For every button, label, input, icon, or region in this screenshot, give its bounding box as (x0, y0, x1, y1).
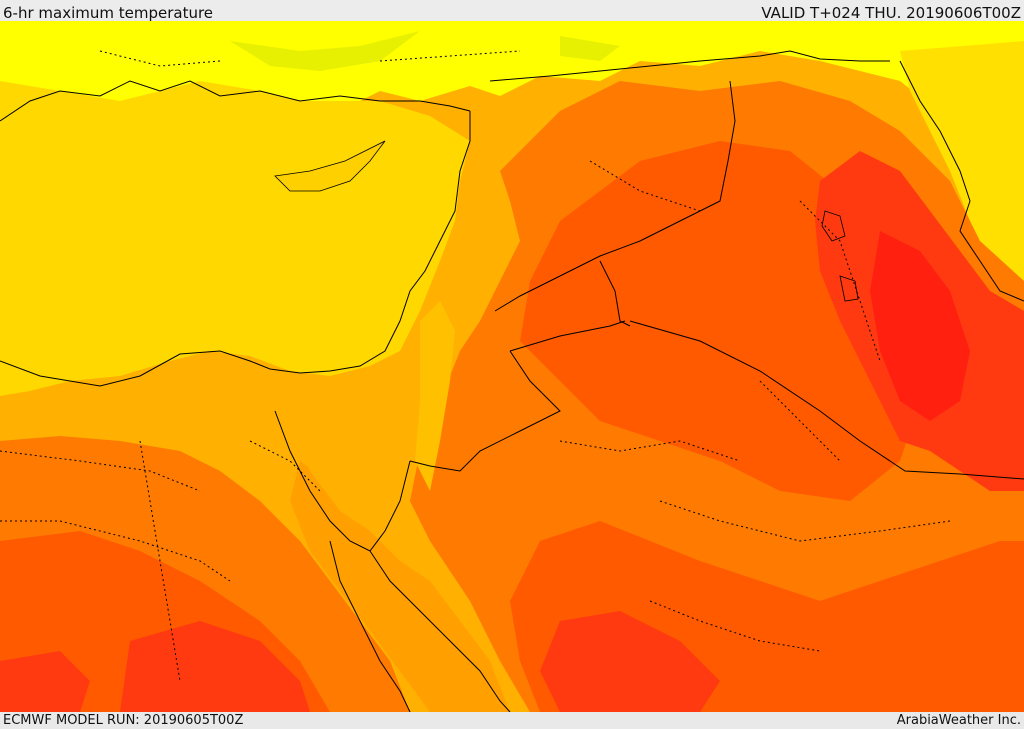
hejaz-hot-zone (540, 611, 720, 712)
jordan-iraq-border (599, 260, 631, 327)
turkey-coastline (0, 80, 471, 122)
mediterranean-sea (0, 81, 470, 396)
credit-label: ArabiaWeather Inc. (896, 713, 1021, 728)
temperature-map (0, 21, 1024, 712)
map-canvas (0, 21, 1024, 712)
highland-cool-patches (230, 31, 620, 71)
red-sea-west-coast (329, 540, 411, 712)
sinai-zone (290, 381, 410, 531)
turkey-syria-border (489, 50, 890, 82)
jordan-valley-zone (415, 301, 455, 491)
footer-bar: ECMWF MODEL RUN: 20190605T00Z ArabiaWeat… (0, 712, 1024, 729)
internal-borders (0, 50, 951, 682)
iraq-saudi-border (629, 320, 1024, 480)
red-sea (290, 461, 510, 712)
cyprus-island (274, 140, 386, 192)
map-title: 6-hr maximum temperature (3, 4, 214, 22)
jordan-saudi-border-south (409, 350, 561, 472)
zagros-border (899, 60, 1024, 302)
iraq-peak-zone (870, 231, 970, 421)
jordan-saudi-border-north (509, 320, 626, 352)
zagros-cool-zone (900, 41, 1024, 281)
libya-coast-zone (0, 361, 230, 431)
model-run-label: ECMWF MODEL RUN: 20190605T00Z (3, 713, 244, 728)
valid-time: VALID T+024 THU. 20190606T00Z (761, 4, 1021, 22)
syria-iraq-border (494, 80, 736, 312)
header-bar: 6-hr maximum temperature VALID T+024 THU… (0, 0, 1024, 22)
sudan-peak-zone (0, 621, 310, 712)
gulf-of-suez-coast (274, 410, 411, 552)
red-sea-east-coast (369, 550, 511, 712)
mediterranean-coastline (0, 111, 471, 387)
